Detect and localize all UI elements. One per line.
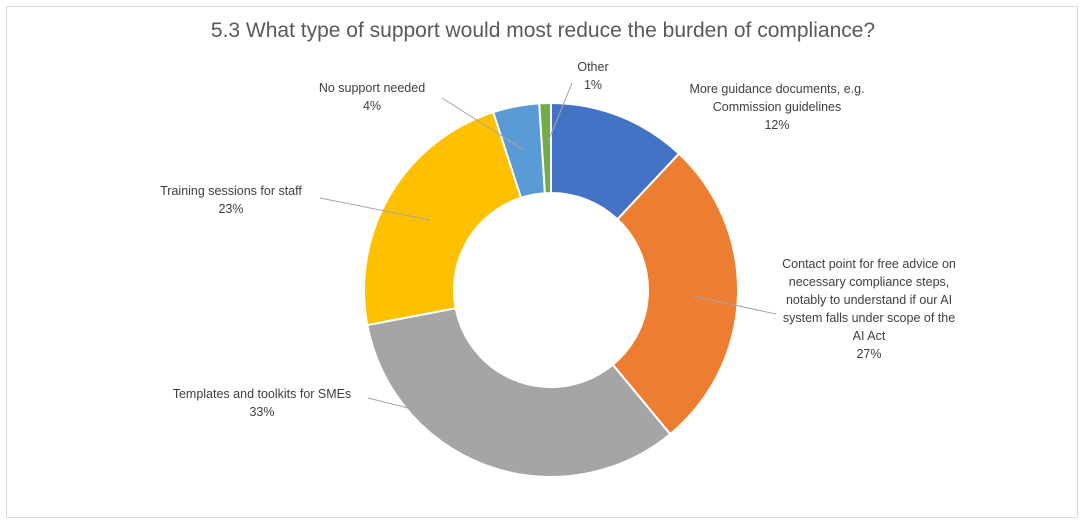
slice-4 [363,110,523,327]
labels-group: More guidance documents, e.g. Commission … [160,60,956,419]
leader-line-3 [367,397,409,409]
leader-line-2 [692,295,777,315]
chart-title: 5.3 What type of support would most redu… [210,19,876,42]
slice-label-2: Contact point for free advice on necessar… [782,257,956,361]
slice-label-1: More guidance documents, e.g. Commission … [689,82,864,132]
slice-3 [366,307,672,478]
leader-line-5 [441,97,525,151]
slice-label-4: Training sessions for staff 23% [160,184,302,216]
slice-label-3: Templates and toolkits for SMEs 33% [173,387,352,419]
slice-label-5: No support needed 4% [319,81,425,113]
slices-group [363,101,739,478]
slice-label-6: Other 1% [577,60,608,92]
leader-line-6 [547,82,573,143]
slice-6 [538,101,552,195]
leader-line-4 [319,197,431,221]
slice-2 [611,152,739,436]
leader-lines-group [319,82,777,409]
